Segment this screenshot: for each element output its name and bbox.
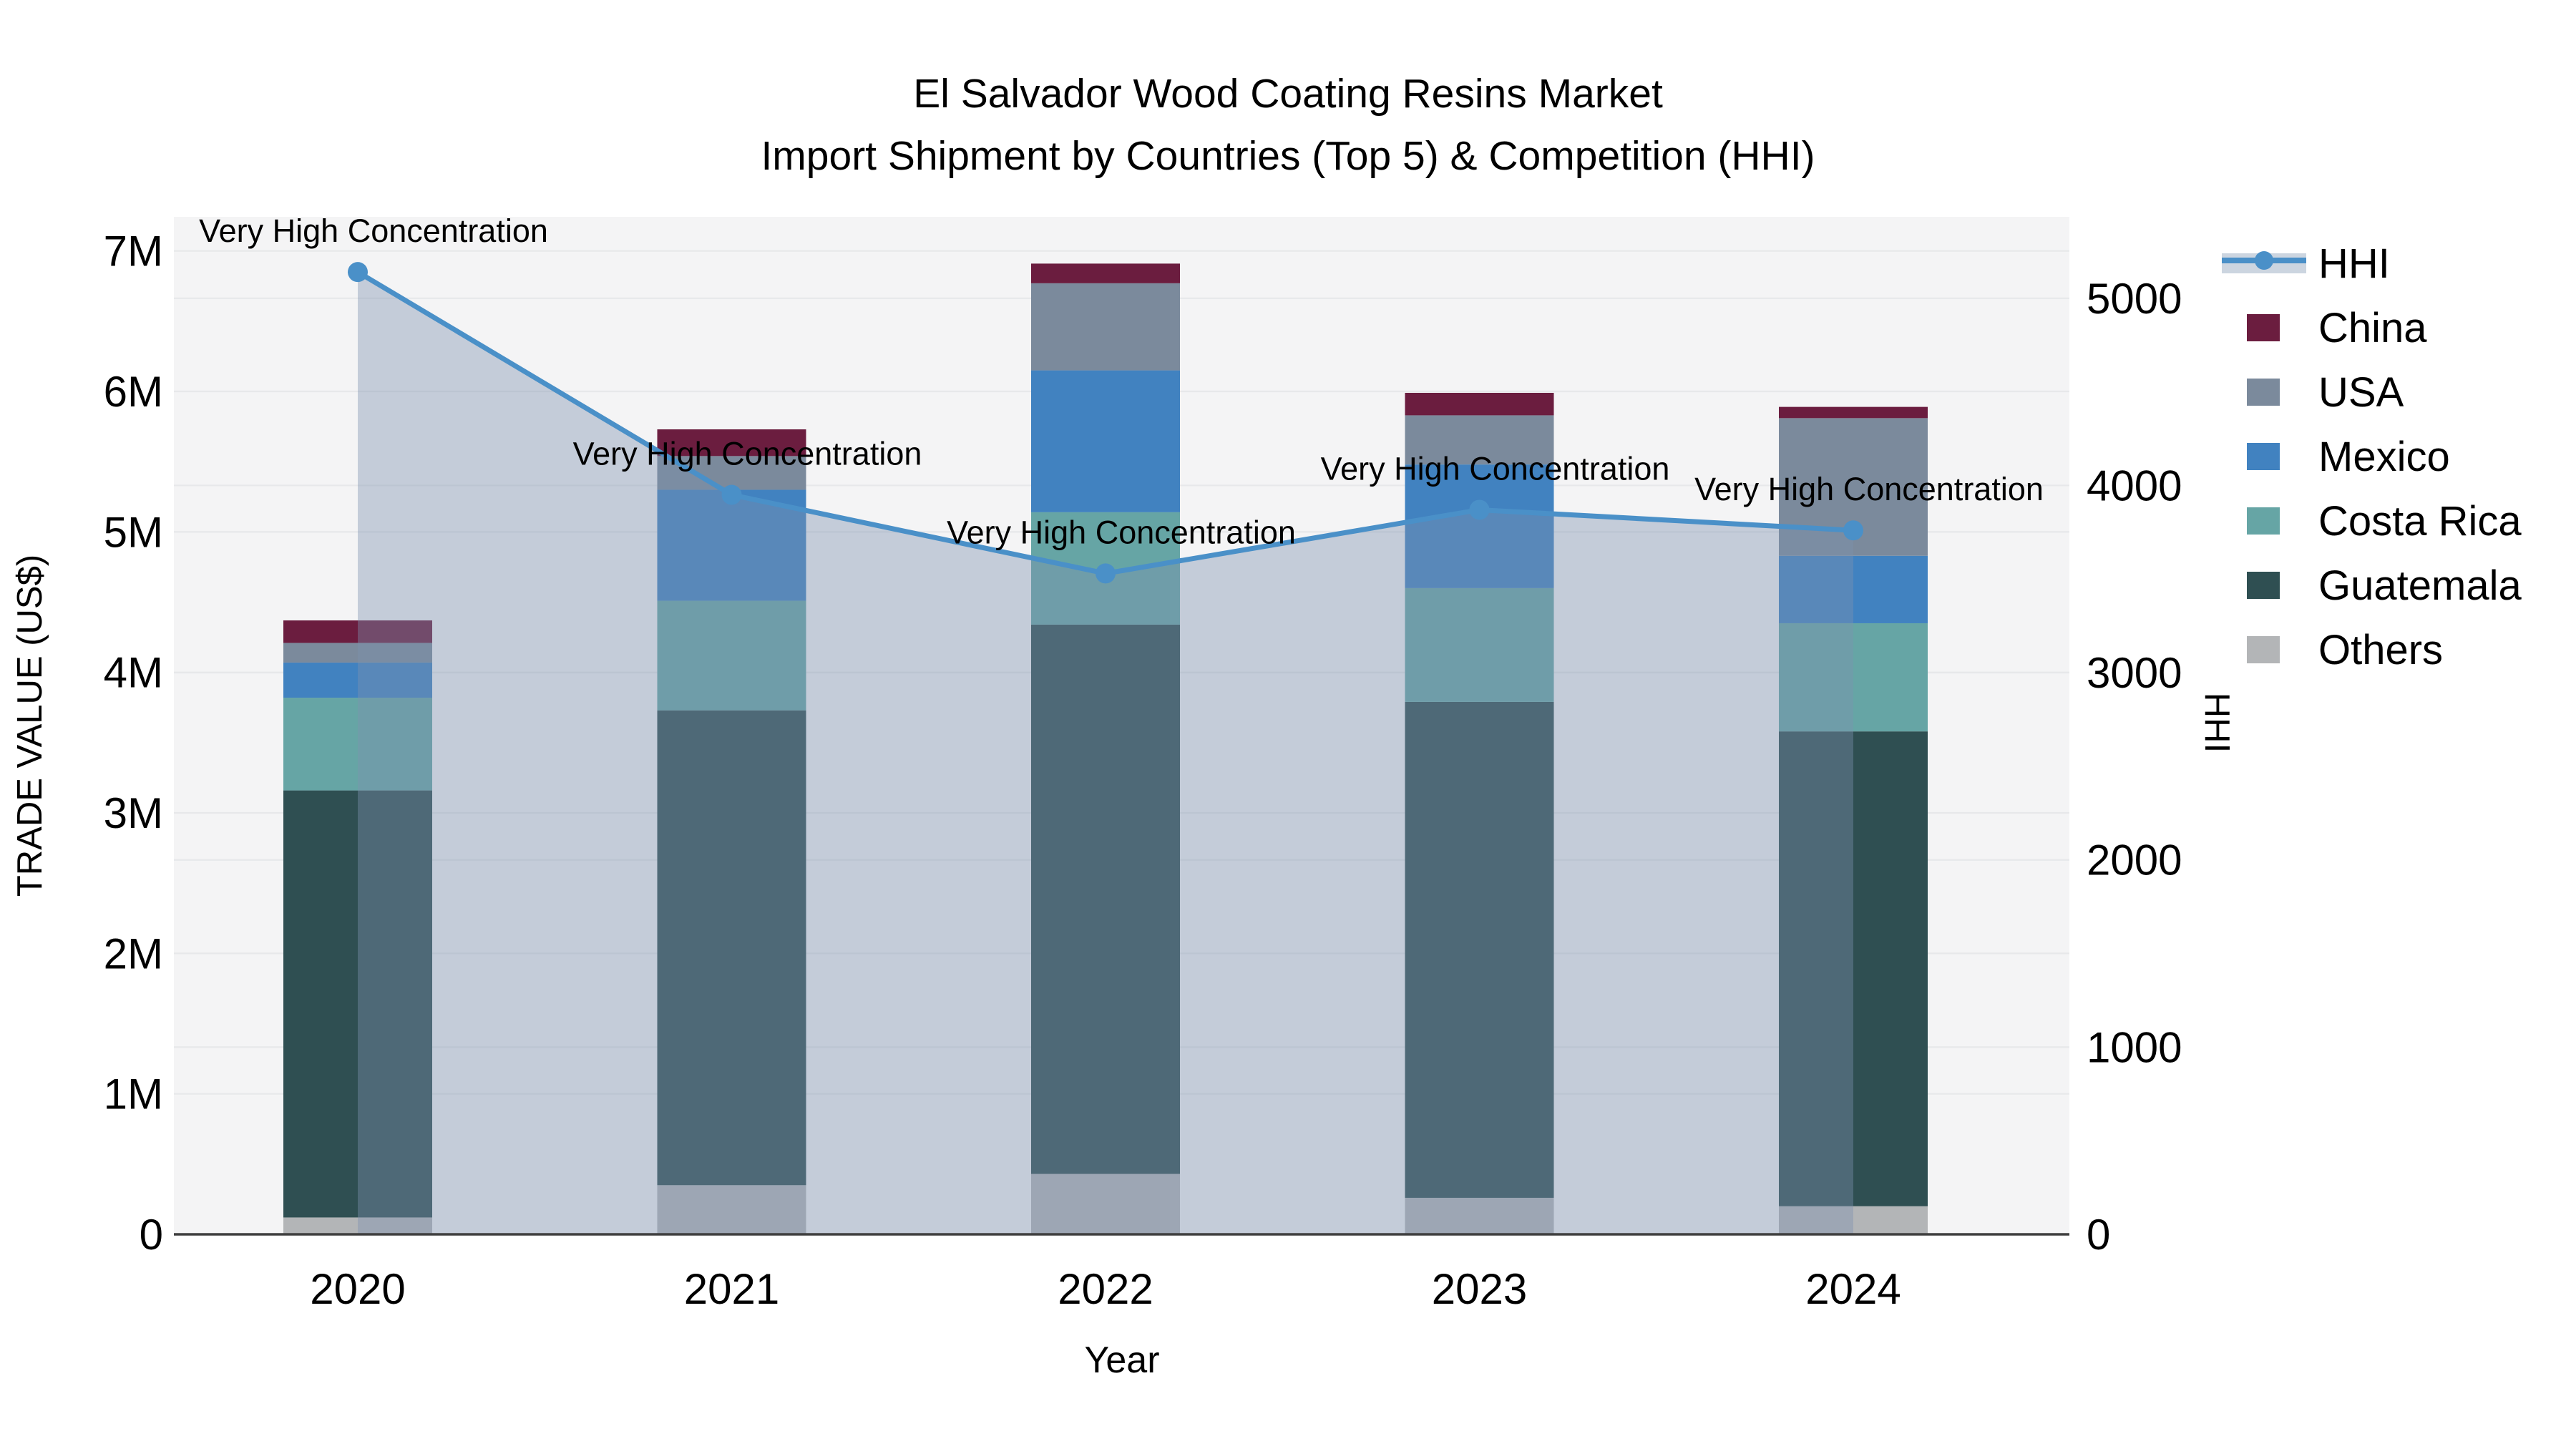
legend-swatch-usa bbox=[2247, 379, 2280, 406]
bar-segment-guatemala-2024 bbox=[1779, 731, 1928, 1206]
bar-segment-china-2024 bbox=[1779, 406, 1928, 419]
hhi-marker-2023 bbox=[1469, 499, 1490, 520]
legend-swatch-china bbox=[2247, 314, 2280, 341]
legend-swatch-costa-rica bbox=[2247, 507, 2280, 535]
bar-segment-others-2024 bbox=[1779, 1206, 1928, 1234]
legend-hhi-marker-sample bbox=[2255, 251, 2273, 270]
legend-swatch-others bbox=[2247, 636, 2280, 663]
left-tick-6M: 6M bbox=[104, 368, 163, 416]
x-axis-title: Year bbox=[1084, 1340, 1159, 1381]
x-tick-2023: 2023 bbox=[1432, 1265, 1527, 1313]
legend-label-china: China bbox=[2318, 305, 2427, 351]
bar-segment-costa-rica-2020 bbox=[283, 698, 432, 791]
legend-label-others: Others bbox=[2318, 627, 2443, 673]
bar-segment-guatemala-2022 bbox=[1031, 624, 1180, 1174]
legend-label-costa-rica: Costa Rica bbox=[2318, 498, 2522, 545]
right-axis-title: HHI bbox=[2197, 693, 2236, 753]
left-axis-title: TRADE VALUE (US$) bbox=[11, 555, 49, 897]
left-tick-3M: 3M bbox=[104, 789, 163, 837]
x-tick-2022: 2022 bbox=[1058, 1265, 1153, 1313]
legend-label-usa: USA bbox=[2318, 369, 2404, 416]
right-tick-0: 0 bbox=[2087, 1211, 2110, 1259]
bar-segment-others-2020 bbox=[283, 1217, 432, 1234]
bar-segment-guatemala-2021 bbox=[657, 710, 806, 1186]
hhi-marker-2020 bbox=[348, 262, 368, 283]
bar-segment-mexico-2020 bbox=[283, 662, 432, 698]
bar-segment-others-2022 bbox=[1031, 1174, 1180, 1234]
bar-segment-mexico-2024 bbox=[1779, 555, 1928, 623]
left-tick-7M: 7M bbox=[104, 228, 163, 275]
legend-label-hhi: HHI bbox=[2318, 240, 2390, 287]
bar-segment-mexico-2021 bbox=[657, 489, 806, 601]
left-tick-5M: 5M bbox=[104, 508, 163, 556]
right-tick-4000: 4000 bbox=[2087, 462, 2182, 509]
legend-swatch-mexico bbox=[2247, 443, 2280, 470]
chart-title-line2: Import Shipment by Countries (Top 5) & C… bbox=[761, 133, 1815, 179]
legend-swatch-guatemala bbox=[2247, 572, 2280, 599]
annotation-2021: Very High Concentration bbox=[573, 436, 922, 472]
bar-segment-usa-2022 bbox=[1031, 283, 1180, 371]
bar-segment-costa-rica-2024 bbox=[1779, 623, 1928, 732]
bar-segment-mexico-2022 bbox=[1031, 370, 1180, 512]
annotation-2022: Very High Concentration bbox=[947, 514, 1296, 550]
bar-segment-guatemala-2020 bbox=[283, 790, 432, 1218]
bar-segment-others-2021 bbox=[657, 1185, 806, 1234]
right-tick-1000: 1000 bbox=[2087, 1023, 2182, 1071]
annotation-2023: Very High Concentration bbox=[1321, 450, 1670, 487]
chart-title-line1: El Salvador Wood Coating Resins Market bbox=[913, 71, 1663, 117]
hhi-marker-2024 bbox=[1843, 520, 1863, 541]
bar-segment-china-2022 bbox=[1031, 263, 1180, 283]
bar-segment-usa-2020 bbox=[283, 643, 432, 663]
left-tick-2M: 2M bbox=[104, 930, 163, 977]
right-tick-2000: 2000 bbox=[2087, 836, 2182, 884]
bar-segment-costa-rica-2021 bbox=[657, 600, 806, 711]
bar-segment-china-2020 bbox=[283, 620, 432, 643]
bar-segment-others-2023 bbox=[1405, 1197, 1554, 1234]
left-tick-0: 0 bbox=[140, 1211, 163, 1259]
annotation-2024: Very High Concentration bbox=[1694, 471, 2044, 507]
bar-segment-china-2021 bbox=[657, 429, 806, 457]
x-tick-2021: 2021 bbox=[684, 1265, 779, 1313]
hhi-marker-2022 bbox=[1096, 563, 1116, 584]
bar-segment-usa-2023 bbox=[1405, 415, 1554, 465]
legend-label-guatemala: Guatemala bbox=[2318, 562, 2522, 609]
x-tick-2024: 2024 bbox=[1805, 1265, 1901, 1313]
annotation-2020: Very High Concentration bbox=[199, 213, 548, 249]
x-tick-2020: 2020 bbox=[310, 1265, 405, 1313]
bar-segment-china-2023 bbox=[1405, 392, 1554, 416]
left-tick-4M: 4M bbox=[104, 649, 163, 697]
bar-segment-costa-rica-2023 bbox=[1405, 587, 1554, 702]
bar-segment-usa-2021 bbox=[657, 456, 806, 490]
bar-segment-mexico-2023 bbox=[1405, 464, 1554, 588]
hhi-marker-2021 bbox=[721, 484, 742, 505]
right-tick-5000: 5000 bbox=[2087, 275, 2182, 323]
left-tick-1M: 1M bbox=[104, 1070, 163, 1118]
right-tick-3000: 3000 bbox=[2087, 649, 2182, 697]
bar-segment-guatemala-2023 bbox=[1405, 701, 1554, 1198]
legend-label-mexico: Mexico bbox=[2318, 434, 2450, 480]
